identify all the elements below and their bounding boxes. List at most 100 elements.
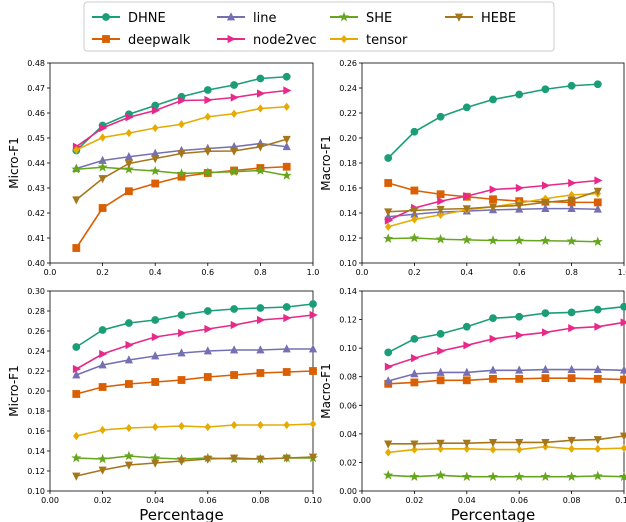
data-point xyxy=(99,349,108,359)
data-point xyxy=(230,109,238,118)
data-point xyxy=(283,86,292,95)
y-tick-label: 0.18 xyxy=(27,407,45,416)
data-point xyxy=(488,235,498,245)
data-point xyxy=(230,320,239,330)
x-tick-label: 0.10 xyxy=(304,496,322,505)
series-dhne xyxy=(384,80,602,162)
series-she xyxy=(383,470,626,481)
data-point xyxy=(97,453,108,464)
series-line xyxy=(387,321,625,368)
series-deepwalk xyxy=(72,367,317,398)
x-tick-label: 1.0 xyxy=(618,268,626,277)
data-point xyxy=(256,315,266,325)
x-tick-label: 0.2 xyxy=(408,268,421,277)
x-tick-label: 0.6 xyxy=(201,268,214,277)
data-point xyxy=(437,210,444,219)
y-tick-label: 0.26 xyxy=(27,327,45,336)
y-tick-label: 0.24 xyxy=(27,347,45,356)
data-point xyxy=(620,375,626,384)
legend: DHNE deepwalk line node2vec SHE tensor HEBE xyxy=(83,1,555,52)
data-point xyxy=(256,345,265,354)
data-point xyxy=(256,74,265,83)
data-point xyxy=(204,324,213,334)
data-point xyxy=(308,453,318,462)
data-point xyxy=(435,470,446,480)
data-point xyxy=(151,316,160,324)
data-point xyxy=(410,369,419,378)
series-line xyxy=(76,370,314,395)
legend-item-tensor: tensor xyxy=(330,33,408,48)
x-tick-label: 0.06 xyxy=(199,496,217,505)
y-tick-label: 0.06 xyxy=(339,401,357,410)
data-point xyxy=(256,369,265,377)
data-point xyxy=(123,163,134,174)
data-point xyxy=(255,165,266,175)
series-tensor xyxy=(73,419,317,441)
data-point xyxy=(567,374,576,383)
series-dhne xyxy=(72,72,291,155)
series-hebe xyxy=(72,135,291,205)
legend-item-she: SHE xyxy=(330,11,392,26)
y-tick-label: 0.48 xyxy=(27,59,45,68)
data-point xyxy=(123,450,134,461)
data-point xyxy=(178,120,185,129)
data-point xyxy=(384,376,393,385)
data-point xyxy=(151,155,160,164)
data-point xyxy=(410,354,420,363)
data-point xyxy=(309,310,318,320)
series-node2vec xyxy=(384,318,626,371)
data-point xyxy=(72,364,82,374)
y-tick-label: 0.20 xyxy=(339,134,357,143)
y-tick-label: 0.40 xyxy=(27,259,45,268)
y-tick-label: 0.14 xyxy=(339,209,357,218)
data-point xyxy=(99,123,108,133)
x-tick-label: 0.2 xyxy=(96,268,109,277)
data-point xyxy=(230,371,238,379)
data-point xyxy=(594,176,603,185)
data-point xyxy=(567,308,576,317)
data-point xyxy=(151,332,160,342)
data-point xyxy=(594,322,603,331)
data-point xyxy=(566,235,577,246)
x-tick-label: 0.02 xyxy=(94,496,112,505)
data-point xyxy=(282,135,291,145)
data-point xyxy=(541,198,550,208)
y-tick-label: 0.26 xyxy=(339,59,357,68)
y-tick-label: 0.14 xyxy=(339,287,357,296)
data-point xyxy=(177,311,186,319)
data-point xyxy=(410,440,419,449)
data-point xyxy=(593,436,602,445)
data-point xyxy=(462,322,471,331)
data-point xyxy=(593,204,602,213)
x-tick-label: 0.00 xyxy=(41,496,59,505)
plot-area xyxy=(361,290,625,492)
data-point xyxy=(230,420,238,430)
series-hebe xyxy=(384,187,602,217)
data-point xyxy=(204,112,212,121)
data-point xyxy=(489,185,498,194)
data-point xyxy=(568,324,577,333)
legend-label: tensor xyxy=(366,33,408,48)
legend-frame xyxy=(83,1,555,52)
data-point xyxy=(98,175,107,184)
data-point xyxy=(124,355,133,364)
data-point xyxy=(177,376,186,384)
series-tensor xyxy=(73,102,290,155)
data-point xyxy=(151,179,160,188)
data-point xyxy=(308,344,318,353)
data-point xyxy=(620,302,626,311)
data-point xyxy=(436,190,445,199)
y-axis-label: Macro-F1 xyxy=(319,363,333,418)
data-point xyxy=(124,461,133,470)
data-point xyxy=(515,439,524,448)
data-point xyxy=(568,178,577,188)
series-dhne xyxy=(72,300,317,351)
data-point xyxy=(151,123,159,133)
x-tick-label: 0.06 xyxy=(510,496,528,505)
data-point xyxy=(230,81,238,89)
data-point xyxy=(256,455,265,464)
series-deepwalk xyxy=(384,374,626,388)
data-point xyxy=(593,374,602,383)
data-point xyxy=(125,423,133,433)
data-point xyxy=(541,85,550,94)
